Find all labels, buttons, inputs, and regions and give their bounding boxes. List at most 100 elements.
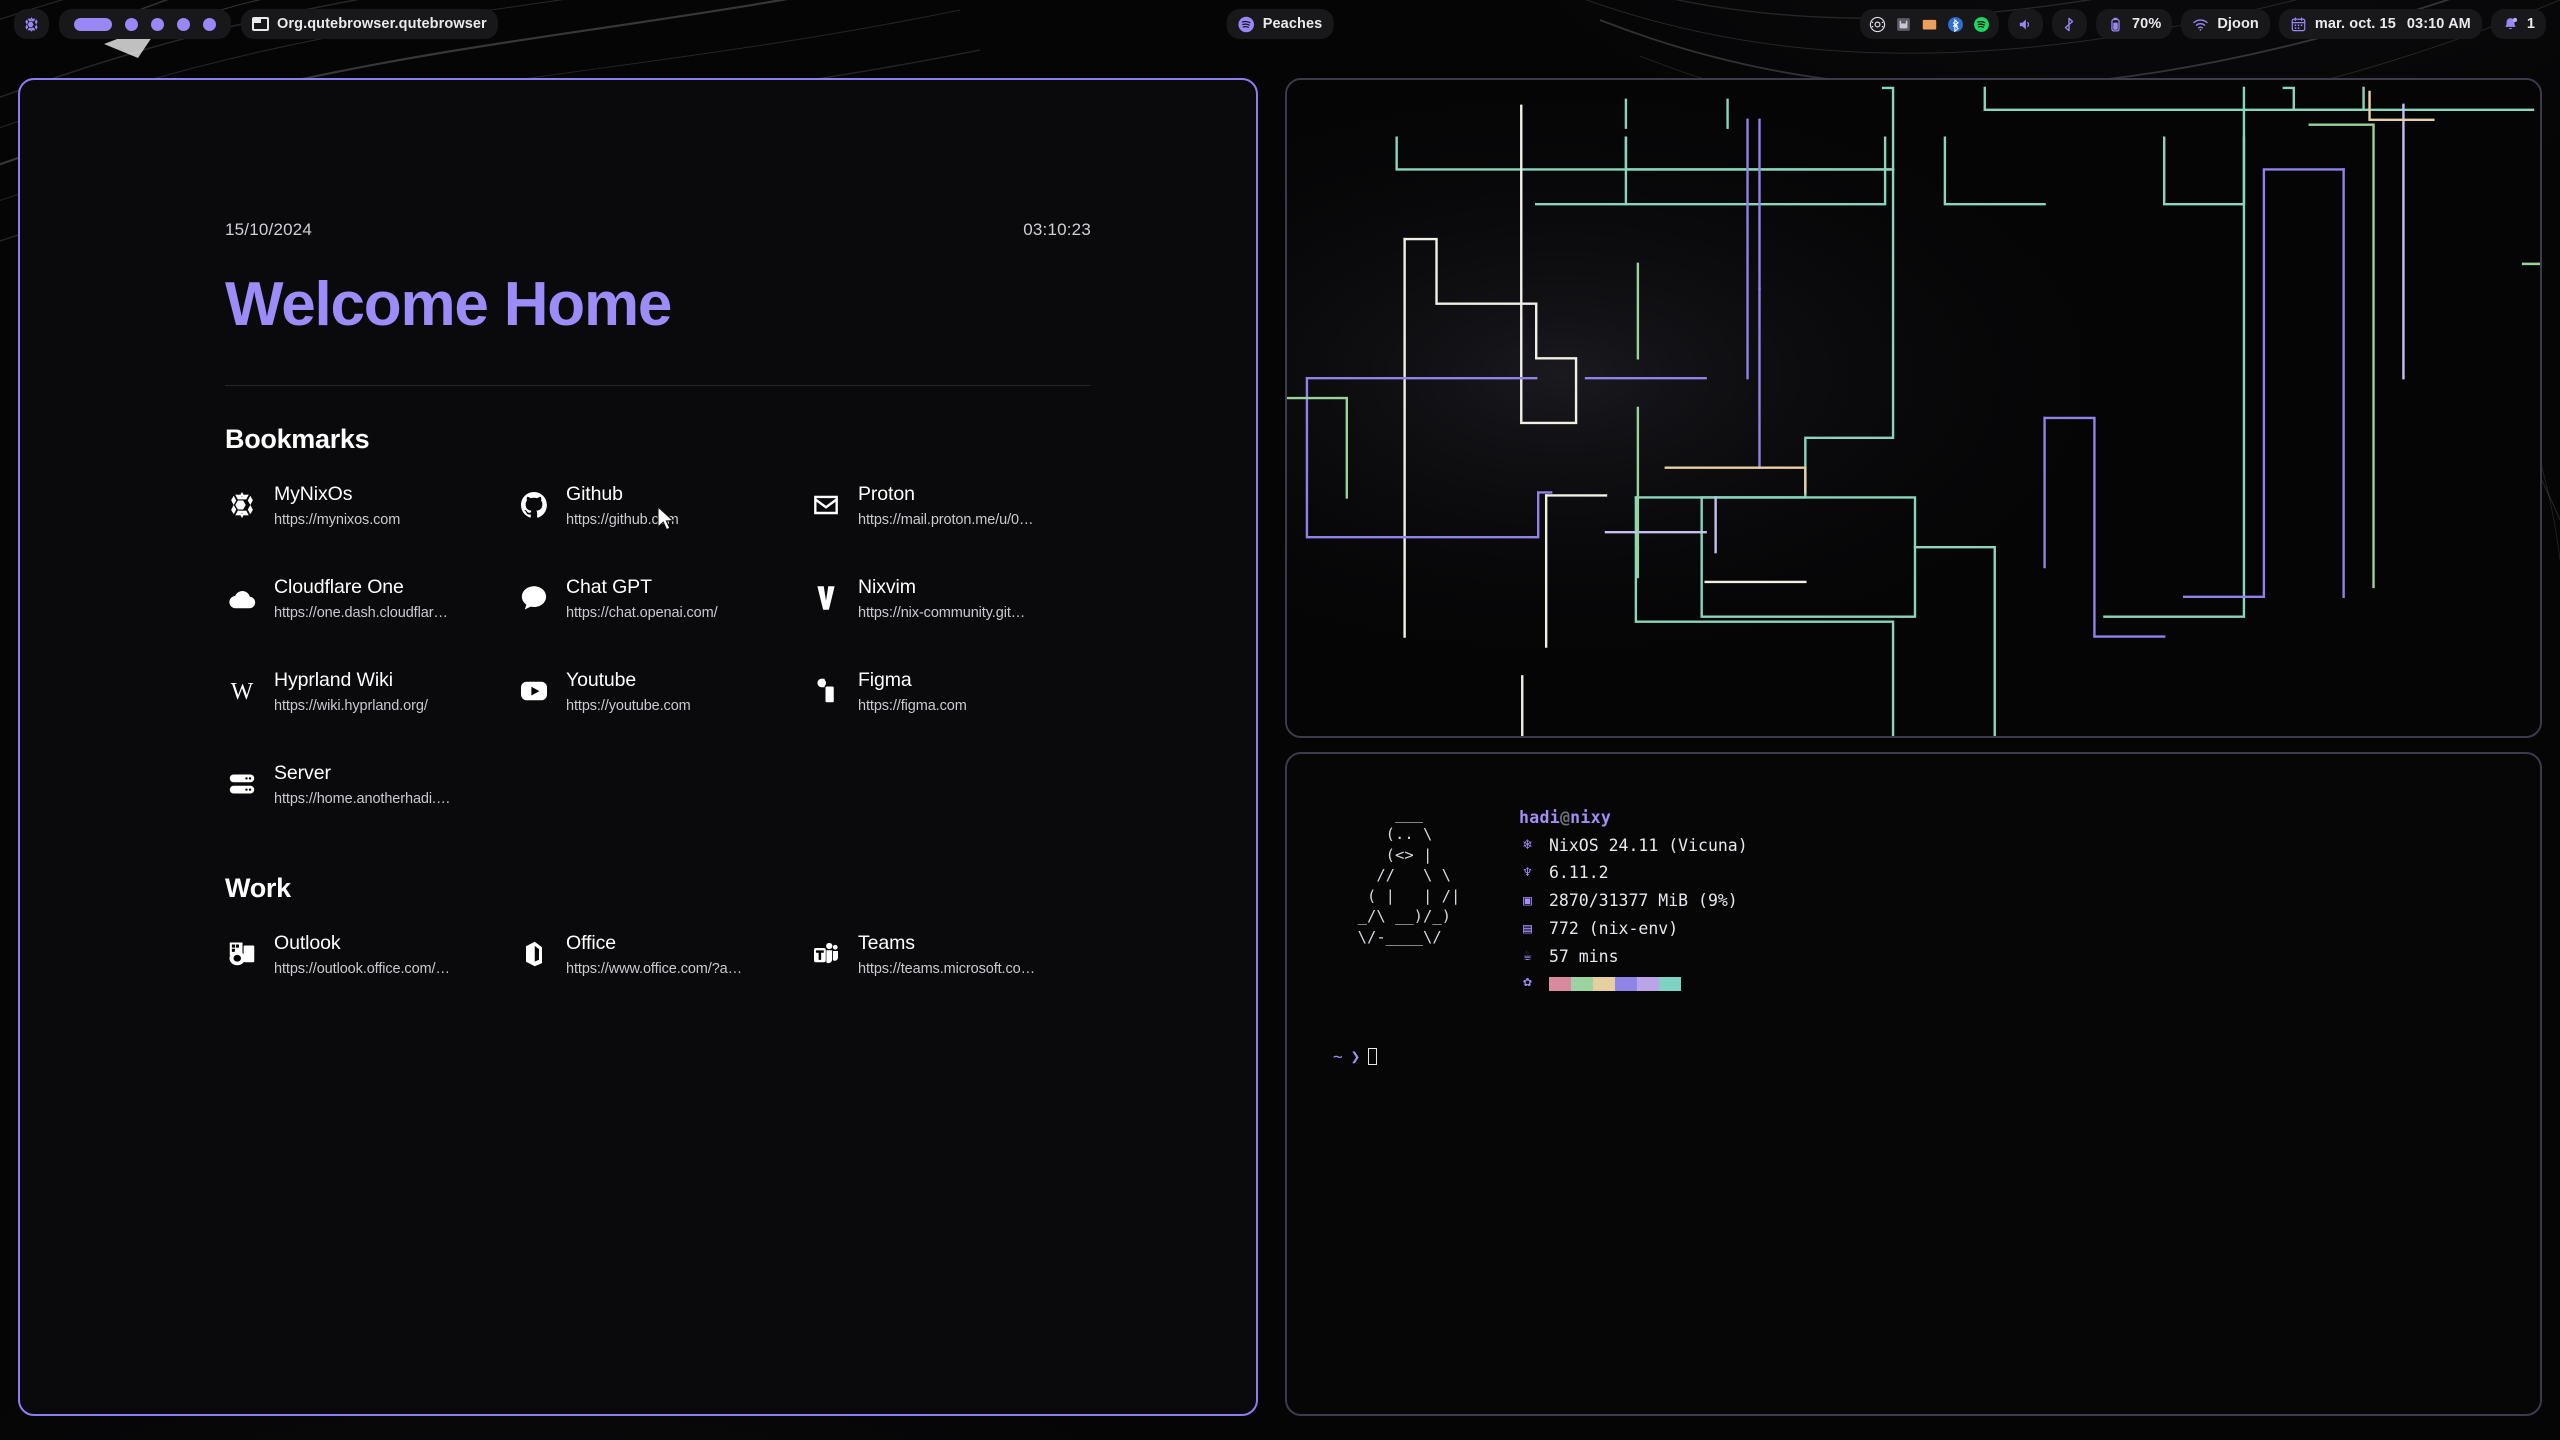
bookmark-url: https://home.anotherhadi.… <box>274 791 451 807</box>
outlook-icon <box>225 937 259 971</box>
username: hadi <box>1519 808 1560 827</box>
top-bar: Org.qutebrowser.qutebrowser Peaches <box>0 0 2560 48</box>
clock-date: mar. oct. 15 <box>2314 16 2396 32</box>
text-cursor <box>1368 1047 1378 1065</box>
pipes-window[interactable] <box>1285 78 2542 738</box>
workspace-3[interactable] <box>151 17 164 31</box>
wifi-icon <box>2193 18 2209 31</box>
bookmark-nixvim[interactable]: Nixvim https://nix-community.git… <box>809 576 1101 639</box>
workspaces[interactable] <box>59 9 231 39</box>
bookmark-chat-gpt[interactable]: Chat GPT https://chat.openai.com/ <box>517 576 809 639</box>
work-grid: Outlook https://outlook.office.com/… Offic… <box>225 932 1256 995</box>
palette-icon: ✿ <box>1523 974 1532 991</box>
palette-swatch-0 <box>1549 976 1571 991</box>
workspace-5[interactable] <box>203 17 216 31</box>
prompt-symbol: ❯ <box>1350 1046 1361 1066</box>
chat-bubble-icon <box>517 581 551 615</box>
bookmark-url: https://mynixos.com <box>274 512 401 528</box>
bookmark-name: MyNixOs <box>274 483 353 506</box>
bookmark-url: https://one.dash.cloudflar… <box>274 605 448 621</box>
bookmark-cloudflare-one[interactable]: Cloudflare One https://one.dash.cloudflar… <box>225 576 517 639</box>
bluetooth-button[interactable] <box>2051 9 2087 39</box>
folder-icon[interactable] <box>1921 16 1938 33</box>
bookmark-url: https://chat.openai.com/ <box>566 605 718 621</box>
uptime-icon: ☕ <box>1523 948 1532 965</box>
bookmark-name: Chat GPT <box>566 576 652 599</box>
system-tray[interactable] <box>1859 9 1999 39</box>
server-icon <box>225 767 259 801</box>
bookmark-name: Cloudflare One <box>274 576 404 599</box>
bookmark-teams[interactable]: Teams https://teams.microsoft.co… <box>809 932 1101 995</box>
memory-icon: ▣ <box>1523 892 1532 909</box>
bookmark-name: Outlook <box>274 932 341 955</box>
bookmark-name: Youtube <box>566 669 637 692</box>
workspace-2[interactable] <box>125 17 138 31</box>
spotify-icon <box>1238 16 1255 32</box>
bluetooth-tray-icon[interactable] <box>1947 16 1964 33</box>
workspace-1[interactable] <box>74 17 112 31</box>
spotify-tray-icon[interactable] <box>1973 16 1990 33</box>
page-title: Welcome Home <box>225 270 672 339</box>
bookmark-outlook[interactable]: Outlook https://outlook.office.com/… <box>225 932 517 995</box>
bookmark-office[interactable]: Office https://www.office.com/?a… <box>517 932 809 995</box>
nixos-snowflake-icon <box>25 16 38 32</box>
network-pill[interactable]: Djoon <box>2181 9 2270 39</box>
youtube-icon <box>517 674 551 708</box>
battery-pill[interactable]: 70% <box>2095 9 2173 39</box>
shell-prompt[interactable]: ~ ❯ <box>1287 1047 2540 1066</box>
bookmark-name: Teams <box>858 932 915 955</box>
bookmark-proton[interactable]: Proton https://mail.proton.me/u/0… <box>809 483 1101 546</box>
fetch-row-distro: ❄ NixOS 24.11 (Vicuna) <box>1519 832 1748 860</box>
bookmark-url: https://wiki.hyprland.org/ <box>274 698 428 714</box>
bookmark-url: https://www.office.com/?a… <box>566 961 743 977</box>
color-palette <box>1549 976 1681 991</box>
teams-icon <box>809 937 843 971</box>
fetch-row-colors: ✿ <box>1519 970 1748 994</box>
window-icon <box>252 17 269 31</box>
bookmark-server[interactable]: Server https://home.anotherhadi.… <box>225 762 517 825</box>
bookmark-figma[interactable]: Figma https://figma.com <box>809 669 1101 732</box>
bluetooth-icon <box>2064 17 2074 31</box>
battery-label: 70% <box>2131 16 2162 32</box>
calendar-icon <box>2291 16 2306 31</box>
terminal-window[interactable]: ___ (.. \ (<> | // \ \ ( | | /| _/\ __)/… <box>1285 752 2542 1416</box>
page-clock: 03:10:23 <box>1023 220 1091 239</box>
headphones-icon[interactable] <box>1869 16 1886 33</box>
palette-swatch-3 <box>1615 976 1637 991</box>
fetch-row-uptime: ☕ 57 mins <box>1519 943 1748 971</box>
palette-swatch-4 <box>1637 976 1659 991</box>
nixos-snowflake-icon <box>225 488 259 522</box>
clock-pill[interactable]: mar. oct. 15 03:10 AM <box>2278 9 2482 39</box>
network-label: Djoon <box>2217 16 2259 32</box>
launcher-button[interactable] <box>14 9 49 39</box>
distro-icon: ❄ <box>1523 837 1532 854</box>
bookmarks-grid: MyNixOs https://mynixos.com Github https://… <box>225 483 1256 825</box>
at-symbol: @ <box>1559 808 1571 827</box>
blueman-applet-icon[interactable] <box>1895 16 1912 33</box>
pipes-canvas <box>1287 80 2540 736</box>
bookmark-mynixos[interactable]: MyNixOs https://mynixos.com <box>225 483 517 546</box>
office-icon <box>517 937 551 971</box>
bookmark-url: https://nix-community.git… <box>858 605 1026 621</box>
bookmark-hyprland-wiki[interactable]: W Hyprland Wiki https://wiki.hyprland.org/ <box>225 669 517 732</box>
terminal-body[interactable]: ___ (.. \ (<> | // \ \ ( | | /| _/\ __)/… <box>1287 754 2540 1066</box>
fastfetch-output: ___ (.. \ (<> | // \ \ ( | | /| _/\ __)/… <box>1287 804 2540 995</box>
nix-ascii-logo: ___ (.. \ (<> | // \ \ ( | | /| _/\ __)/… <box>1357 805 1461 946</box>
bookmark-youtube[interactable]: Youtube https://youtube.com <box>517 669 809 732</box>
bookmark-github[interactable]: Github https://github.com <box>517 483 809 546</box>
hostname: nixy <box>1570 808 1612 827</box>
notifications-pill[interactable]: 1 <box>2490 9 2546 39</box>
figma-icon <box>809 674 843 708</box>
fetch-info: hadi@nixy ❄ NixOS 24.11 (Vicuna) ♆ 6.11.2 ▣ 2… <box>1519 804 1748 995</box>
fetch-value: NixOS 24.11 (Vicuna) <box>1549 835 1748 855</box>
bookmark-url: https://mail.proton.me/u/0… <box>858 512 1034 528</box>
cloud-icon <box>225 581 259 615</box>
qutebrowser-window[interactable]: 15/10/2024 03:10:23 Welcome Home Bookmar… <box>18 78 1258 1416</box>
volume-button[interactable] <box>2007 9 2043 39</box>
media-title: Peaches <box>1262 16 1323 32</box>
workspace-4[interactable] <box>177 17 190 31</box>
bookmark-name: Hyprland Wiki <box>274 669 393 692</box>
media-pill[interactable]: Peaches <box>1226 9 1334 39</box>
speaker-icon <box>2019 19 2030 29</box>
neovim-v-icon <box>809 581 843 615</box>
